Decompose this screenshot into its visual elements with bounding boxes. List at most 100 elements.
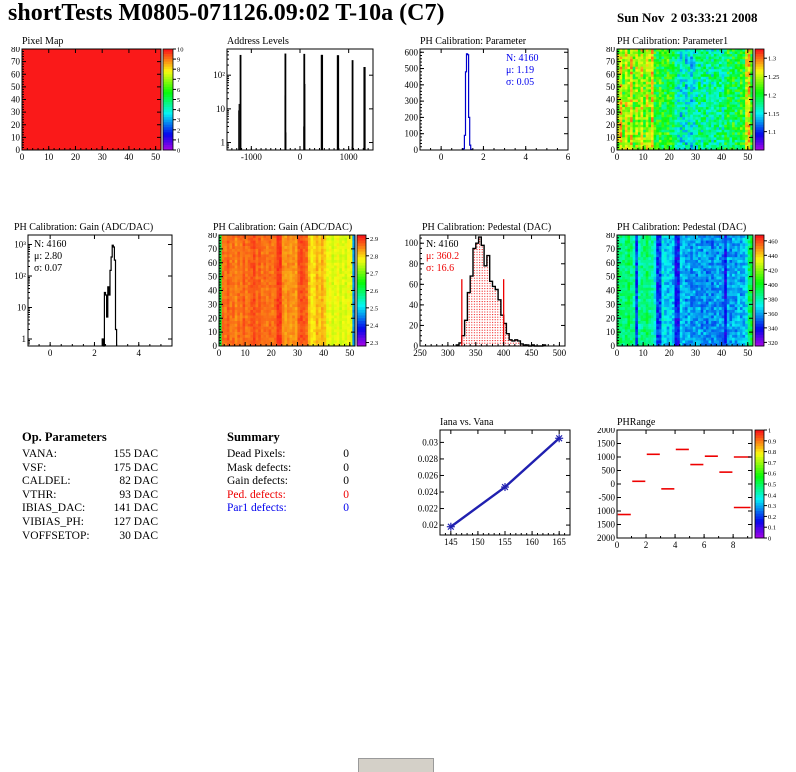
panel-address-levels: Address Levels -1000 0 1000 1 10 10²: [199, 36, 401, 164]
panel-pedestal-map: PH Calibration: Pedestal (DAC) 0 10 20 30 40…: [597, 222, 796, 358]
svg-text:μ: 1.19: μ: 1.19: [506, 65, 534, 76]
op-param-label: CALDEL:: [22, 475, 71, 488]
svg-text:σ: 0.07: σ: 0.07: [34, 263, 62, 274]
bottom-partial-widget[interactable]: [358, 758, 434, 772]
summary-label: Mask defects:: [227, 461, 292, 474]
svg-text:2.6: 2.6: [370, 288, 379, 295]
svg-text:30: 30: [98, 152, 108, 162]
svg-text:20: 20: [267, 348, 277, 358]
svg-text:10: 10: [17, 303, 27, 313]
phrange-chart: 0 2 4 6 82000150010005000-50010001500200010.…: [597, 428, 777, 550]
svg-text:10³: 10³: [14, 239, 26, 249]
plot-title: PH Calibration: Gain (ADC/DAC): [14, 222, 154, 233]
svg-text:70: 70: [11, 57, 21, 67]
svg-text:2: 2: [92, 348, 97, 358]
op-param-value: 93 DAC: [119, 488, 158, 501]
svg-text:1.2: 1.2: [768, 92, 776, 99]
svg-text:40: 40: [606, 95, 616, 105]
svg-text:20: 20: [208, 313, 218, 323]
svg-text:2.9: 2.9: [370, 236, 378, 243]
op-param-label: VSF:: [22, 461, 47, 474]
svg-text:600: 600: [405, 47, 419, 57]
svg-text:300: 300: [441, 348, 455, 358]
panel-iana-vs-vana: Iana vs. Vana 145 150 155 160 165 0.02 0.022 0.…: [398, 417, 600, 550]
svg-text:70: 70: [606, 57, 616, 67]
svg-text:4: 4: [523, 152, 528, 162]
svg-text:1.15: 1.15: [768, 111, 779, 118]
svg-text:40: 40: [11, 95, 21, 105]
plot-title: Pixel Map: [22, 36, 64, 47]
svg-text:10: 10: [639, 152, 649, 162]
plot-title: PH Calibration: Parameter: [420, 36, 527, 47]
op-param-row: VTHR: 93 DAC: [22, 489, 158, 503]
op-parameters-header: Op. Parameters: [22, 430, 107, 444]
svg-text:40: 40: [717, 152, 727, 162]
svg-text:80: 80: [208, 233, 218, 240]
panel-gain-hist: PH Calibration: Gain (ADC/DAC) 0 2 4 1 10 10²…: [0, 222, 202, 358]
op-param-value: 82 DAC: [119, 475, 158, 488]
svg-text:0: 0: [16, 145, 21, 155]
svg-text:50: 50: [345, 348, 355, 358]
svg-text:4: 4: [137, 348, 142, 358]
svg-text:60: 60: [11, 69, 21, 79]
summary-value: 0: [343, 461, 349, 474]
svg-text:0: 0: [48, 348, 53, 358]
summary-label: Par1 defects:: [227, 502, 287, 515]
svg-text:10²: 10²: [14, 271, 26, 281]
svg-text:1: 1: [221, 138, 226, 148]
svg-text:10: 10: [216, 104, 226, 114]
svg-text:1.25: 1.25: [768, 74, 779, 81]
svg-text:3: 3: [177, 117, 180, 124]
panel-gain-map: PH Calibration: Gain (ADC/DAC) 0 10 20 30 40…: [199, 222, 401, 358]
svg-text:7: 7: [177, 77, 181, 84]
svg-text:20: 20: [71, 152, 81, 162]
op-param-value: 175 DAC: [113, 461, 158, 474]
svg-text:40: 40: [208, 286, 218, 296]
panel-ph-parameter1-map: PH Calibration: Parameter1 0 10 20 30 40 50 0 1…: [597, 36, 796, 164]
svg-text:9: 9: [177, 57, 180, 64]
op-param-row: VOFFSETOP: 30 DAC: [22, 530, 158, 544]
op-param-value: 30 DAC: [119, 529, 158, 542]
summary-block: Summary Dead Pixels: 0 Mask defects: 0 Gai…: [227, 430, 349, 516]
svg-text:2.8: 2.8: [370, 253, 378, 260]
svg-text:60: 60: [208, 258, 218, 268]
svg-text:20: 20: [11, 120, 21, 130]
op-param-row: IBIAS_DAC: 141 DAC: [22, 502, 158, 516]
svg-text:1: 1: [22, 334, 27, 344]
svg-text:μ: 2.80: μ: 2.80: [34, 251, 62, 262]
svg-text:50: 50: [11, 82, 21, 92]
svg-text:0: 0: [213, 341, 218, 351]
svg-text:N: 4160: N: 4160: [506, 53, 539, 64]
svg-text:1.1: 1.1: [768, 129, 776, 136]
svg-text:30: 30: [11, 107, 21, 117]
panel-pedestal-hist: PH Calibration: Pedestal (DAC) 250 300 350…: [398, 222, 600, 358]
summary-label: Dead Pixels:: [227, 448, 286, 460]
op-param-row: VANA: 155 DAC: [22, 448, 158, 462]
svg-text:0: 0: [217, 348, 222, 358]
svg-text:30: 30: [208, 299, 218, 309]
address-levels-chart: -1000 0 1000 1 10 10²: [213, 48, 374, 162]
svg-text:30: 30: [293, 348, 303, 358]
svg-text:10: 10: [241, 348, 251, 358]
op-param-row: VIBIAS_PH: 127 DAC: [22, 516, 158, 530]
svg-text:10: 10: [11, 132, 21, 142]
svg-text:80: 80: [11, 47, 21, 54]
svg-text:0: 0: [611, 145, 616, 155]
svg-text:200: 200: [405, 112, 419, 122]
svg-text:80: 80: [606, 47, 616, 54]
svg-text:0: 0: [414, 145, 419, 155]
summary-header: Summary: [227, 430, 280, 444]
svg-text:-1000: -1000: [241, 152, 262, 162]
summary-value: 0: [343, 502, 349, 515]
svg-text:30: 30: [606, 107, 616, 117]
op-parameters-block: Op. Parameters VANA: 155 DAC VSF: 175 DAC …: [22, 430, 158, 543]
svg-text:300: 300: [405, 96, 419, 106]
svg-text:2: 2: [177, 127, 180, 134]
summary-label: Gain defects:: [227, 475, 288, 488]
summary-row: Dead Pixels: 0: [227, 448, 349, 462]
panel-pixel-map: Pixel Map 0 10 20 30 40 50 0 10 20 30 40 50 60 70 80 10…: [0, 36, 202, 164]
